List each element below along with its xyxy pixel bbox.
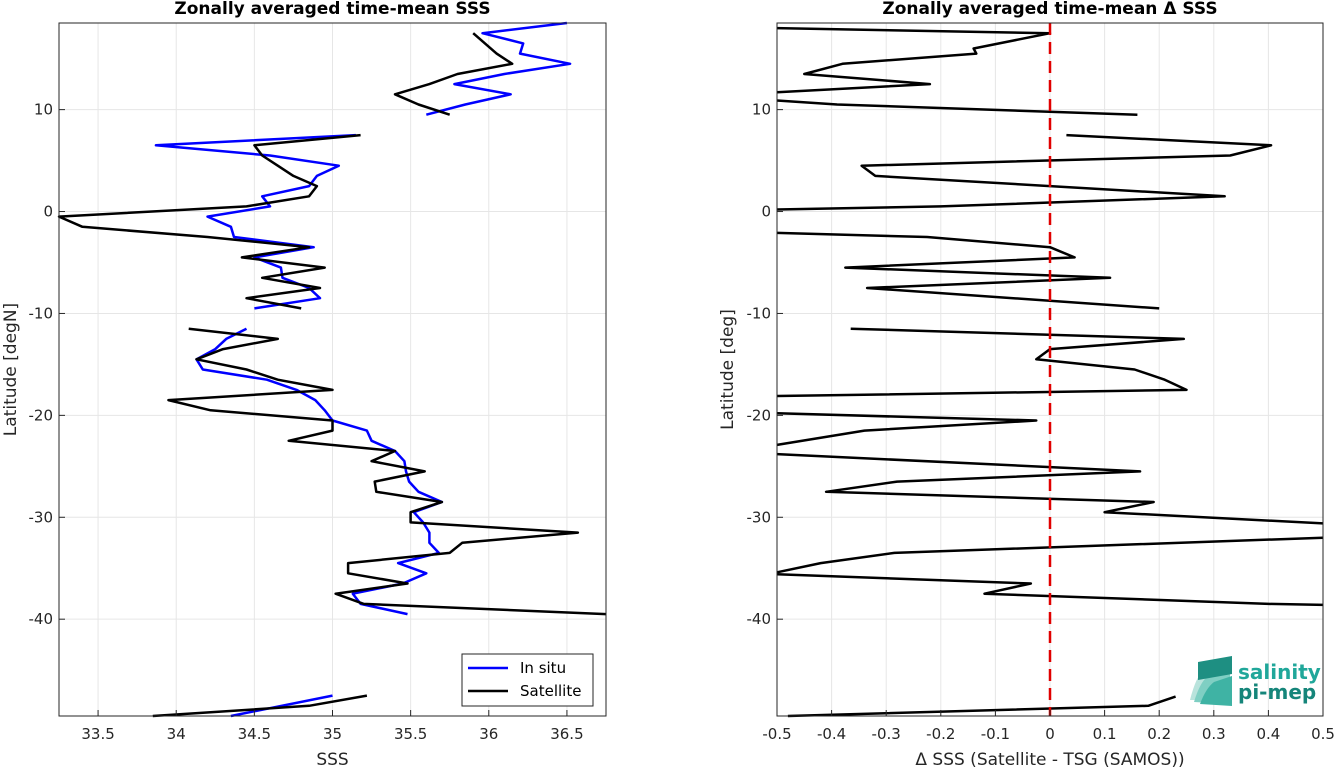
sss-x-tick-label: 34 <box>167 725 186 743</box>
delta-sss-panel: -0.5 -0.4 -0.3 -0.2 -0.1 0 0.1 0.2 0.3 0.4 0.5 10 0 -… <box>718 0 1335 769</box>
legend: In situ Satellite <box>461 653 594 707</box>
salinity-pi-mep-logo: salinity pi-mep <box>1190 656 1321 706</box>
delta-sss-x-tick-label: 0.1 <box>1093 725 1117 743</box>
delta-sss-line-delta <box>776 573 1324 607</box>
delta-sss-x-tick-label: -0.5 <box>762 725 791 743</box>
delta-sss-x-tick-label: 0.4 <box>1256 725 1280 743</box>
sss-grid <box>59 23 606 716</box>
sss-line-satellite <box>152 694 368 718</box>
sss-y-tick-label: -40 <box>29 610 54 628</box>
delta-sss-tick-labels: -0.5 -0.4 -0.3 -0.2 -0.1 0 0.1 0.2 0.3 0.4 0.5 10 0 -… <box>747 101 1335 743</box>
sss-y-tick-label: -30 <box>29 508 54 526</box>
delta-sss-y-tick-label: -40 <box>747 610 772 628</box>
sss-title: Zonally averaged time-mean SSS <box>174 0 490 19</box>
delta-sss-x-tick-label: 0.5 <box>1311 725 1335 743</box>
sss-line-in-situ <box>425 21 572 116</box>
sss-panel: 33.5 34 34.5 35 35.5 36 36.5 10 0 -10 -20 -30 -40 Zo… <box>1 0 607 769</box>
delta-sss-line-delta <box>776 327 1188 398</box>
delta-sss-x-tick-label: -0.2 <box>926 725 955 743</box>
sss-line-in-situ <box>154 133 356 310</box>
sss-x-tick-label: 34.5 <box>238 725 271 743</box>
sss-y-tick-label: -20 <box>29 406 54 424</box>
delta-sss-line-delta <box>776 231 1160 310</box>
delta-sss-x-axis-label: Δ SSS (Satellite - TSG (SAMOS)) <box>915 750 1184 769</box>
delta-sss-y-axis-label: Latitude [deg] <box>718 309 738 430</box>
sss-tick-labels: 33.5 34 34.5 35 35.5 36 36.5 10 0 -10 -20 -30 -40 <box>29 101 584 743</box>
delta-sss-title: Zonally averaged time-mean Δ SSS <box>882 0 1217 19</box>
delta-sss-y-tick-label: -10 <box>747 304 772 322</box>
delta-sss-y-tick-label: 0 <box>761 203 771 221</box>
logo-text-pi-mep: pi-mep <box>1238 680 1316 704</box>
delta-sss-line-delta <box>776 26 1052 94</box>
delta-sss-x-tick-label: -0.1 <box>981 725 1010 743</box>
sss-x-tick-label: 36.5 <box>550 725 583 743</box>
sss-series <box>57 21 607 718</box>
legend-box <box>461 653 594 707</box>
sss-line-satellite <box>57 133 361 310</box>
delta-sss-x-tick-label: 0 <box>1045 725 1055 743</box>
logo-text-salinity: salinity <box>1238 660 1321 684</box>
delta-sss-line-delta <box>776 536 1324 574</box>
delta-sss-line-delta <box>776 133 1273 211</box>
delta-sss-x-tick-label: 0.3 <box>1202 725 1226 743</box>
delta-sss-line-delta <box>776 99 1138 116</box>
sss-x-tick-label: 33.5 <box>81 725 114 743</box>
sss-line-satellite <box>393 32 514 116</box>
sss-y-tick-label: 0 <box>43 203 53 221</box>
sss-x-tick-label: 35 <box>323 725 342 743</box>
delta-sss-y-tick-label: 10 <box>752 101 771 119</box>
delta-sss-y-tick-label: -30 <box>747 508 772 526</box>
delta-sss-line-delta <box>787 695 1176 718</box>
sss-line-in-situ <box>230 694 333 718</box>
delta-sss-line-delta <box>776 412 1038 447</box>
sss-x-axis-label: SSS <box>316 750 348 769</box>
delta-sss-x-tick-label: -0.3 <box>872 725 901 743</box>
delta-sss-y-tick-label: -20 <box>747 406 772 424</box>
delta-sss-x-tick-label: 0.2 <box>1147 725 1171 743</box>
logo-wave-icon <box>1190 656 1232 706</box>
sss-line-satellite <box>167 327 607 616</box>
sss-y-axis-label: Latitude [degN] <box>1 303 21 436</box>
sss-line-in-situ <box>195 327 444 616</box>
sss-x-tick-label: 35.5 <box>394 725 427 743</box>
delta-sss-x-tick-label: -0.4 <box>817 725 846 743</box>
delta-sss-series <box>776 26 1324 718</box>
legend-label-in-situ: In situ <box>520 659 566 677</box>
legend-label-satellite: Satellite <box>520 682 581 700</box>
delta-sss-line-delta <box>776 452 1324 525</box>
sss-x-tick-label: 36 <box>479 725 498 743</box>
sss-y-tick-label: -10 <box>29 304 54 322</box>
sss-y-tick-label: 10 <box>34 101 53 119</box>
